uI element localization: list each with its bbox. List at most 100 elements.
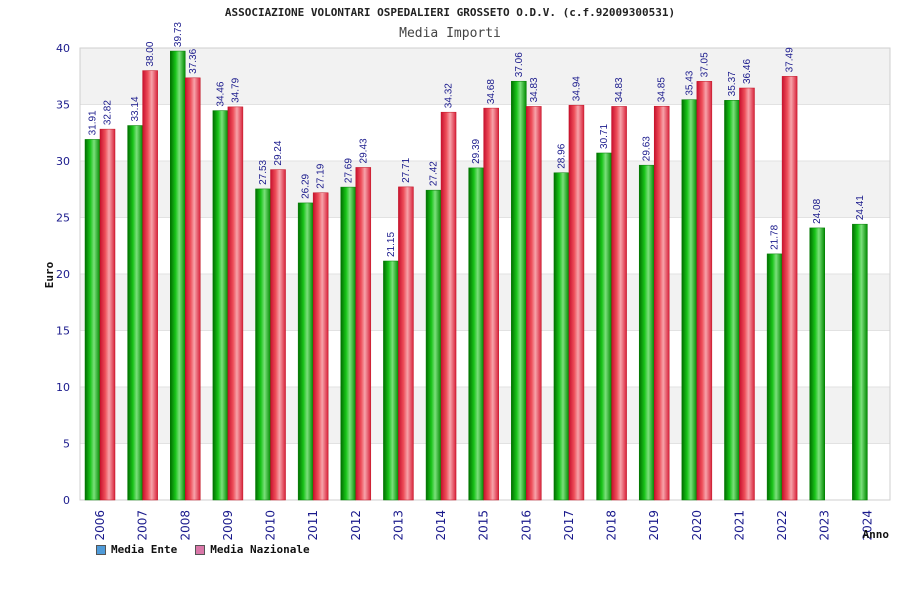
y-tick-label: 35	[56, 99, 70, 112]
x-tick-label: 2012	[349, 510, 363, 541]
x-tick-label: 2019	[647, 510, 661, 541]
data-label: 30.71	[599, 124, 610, 149]
bar-media-ente	[638, 164, 655, 501]
x-tick-label: 2015	[477, 510, 491, 541]
data-label: 27.42	[429, 161, 440, 186]
y-axis: 0 5 10 15 20 25 30 35 40	[56, 42, 70, 507]
bar-media-ente	[809, 227, 825, 501]
y-tick-label: 20	[56, 268, 70, 281]
grid-band	[80, 48, 890, 105]
legend: Media Ente Media Nazionale	[96, 543, 310, 556]
data-label: 24.08	[812, 198, 823, 223]
data-label: 24.41	[855, 195, 866, 220]
data-label: 39.73	[173, 22, 184, 47]
bar-media-ente	[852, 223, 868, 501]
data-label: 37.49	[785, 47, 796, 72]
data-label: 29.39	[471, 138, 482, 163]
legend-item-media-ente: Media Ente	[96, 543, 177, 556]
chart-subtitle: Media Importi	[399, 26, 501, 41]
bars: 31.91 33.14 39.73 34.46 27.53 26.29 27.69 21.15…	[84, 22, 868, 501]
x-tick-label: 2023	[818, 510, 832, 541]
legend-swatch-media-nazionale	[195, 544, 206, 555]
bar-media-ente	[468, 167, 484, 501]
x-axis-label: Anno	[863, 528, 890, 541]
data-label: 29.24	[273, 140, 284, 165]
data-label: 34.83	[529, 77, 540, 102]
y-tick-label: 5	[63, 438, 70, 451]
legend-label-media-nazionale: Media Nazionale	[210, 543, 310, 556]
x-tick-label: 2006	[93, 510, 107, 541]
bar-media-nazionale	[398, 186, 414, 501]
y-tick-label: 0	[63, 494, 70, 507]
data-label: 37.36	[188, 48, 199, 73]
bar-media-nazionale	[568, 104, 585, 501]
x-tick-label: 2011	[306, 510, 320, 541]
data-label: 36.46	[742, 59, 753, 84]
data-label: 34.94	[571, 76, 582, 101]
x-tick-label: 2014	[434, 510, 448, 541]
data-label: 35.37	[727, 71, 738, 96]
data-label: 29.43	[358, 138, 369, 163]
x-tick-label: 2021	[732, 510, 746, 541]
x-tick-label: 2016	[519, 510, 533, 541]
legend-label-media-ente: Media Ente	[111, 543, 178, 556]
data-label: 27.19	[316, 163, 327, 188]
bar-media-nazionale	[696, 81, 713, 501]
bar-media-ente	[724, 100, 740, 501]
bar-media-nazionale	[653, 105, 670, 501]
legend-item-media-nazionale: Media Nazionale	[195, 543, 310, 556]
x-tick-label: 2009	[221, 510, 235, 541]
x-tick-label: 2010	[264, 510, 278, 541]
data-label: 21.15	[386, 232, 397, 257]
x-tick-label: 2017	[562, 510, 576, 541]
x-tick-label: 2008	[178, 510, 192, 541]
y-tick-label: 25	[56, 212, 70, 225]
bar-media-nazionale	[440, 111, 457, 501]
bar-media-ente	[84, 139, 101, 501]
x-tick-label: 2020	[690, 510, 704, 541]
legend-swatch-media-ente	[96, 544, 106, 555]
x-tick-label: 2013	[391, 510, 405, 541]
bar-media-nazionale	[526, 106, 542, 501]
bar-media-nazionale	[611, 106, 627, 501]
bar-media-ente	[212, 110, 229, 501]
bar-media-ente	[340, 186, 357, 501]
x-axis: 2006 2007 2008 2009 2010 2011 2012 2013 2014 2015…	[93, 510, 874, 541]
bar-media-ente	[596, 152, 612, 501]
bar-media-nazionale	[312, 192, 329, 501]
data-label: 34.79	[230, 77, 241, 102]
bar-media-ente	[383, 260, 399, 501]
bar-media-nazionale	[185, 77, 201, 501]
bar-media-ente	[425, 189, 442, 501]
y-tick-label: 40	[56, 42, 70, 55]
data-label: 37.05	[699, 52, 710, 77]
bar-media-nazionale	[355, 167, 372, 501]
data-label: 32.82	[103, 100, 114, 125]
data-label: 34.46	[215, 81, 226, 106]
bar-media-ente	[766, 253, 783, 501]
x-tick-label: 2018	[605, 510, 619, 541]
data-label: 28.96	[556, 143, 567, 168]
chart-title: ASSOCIAZIONE VOLONTARI OSPEDALIERI GROSS…	[225, 6, 675, 19]
data-label: 31.91	[88, 110, 99, 135]
y-tick-label: 10	[56, 381, 70, 394]
bar-media-nazionale	[781, 76, 798, 501]
bar-media-ente	[681, 99, 698, 501]
data-label: 38.00	[145, 41, 156, 66]
data-label: 35.43	[684, 70, 695, 95]
bar-media-ente	[511, 80, 527, 501]
bar-media-nazionale	[99, 128, 116, 501]
bar-media-ente	[255, 188, 271, 501]
bar-media-ente	[127, 125, 143, 501]
bar-media-nazionale	[483, 107, 499, 501]
bar-media-nazionale	[270, 169, 286, 501]
bar-media-nazionale	[739, 87, 755, 501]
data-label: 26.29	[301, 173, 312, 198]
y-tick-label: 30	[56, 155, 70, 168]
data-label: 34.32	[444, 83, 455, 108]
y-tick-label: 15	[56, 325, 70, 338]
data-label: 21.78	[770, 224, 781, 249]
bar-media-ente	[170, 50, 186, 501]
data-label: 27.69	[343, 158, 354, 183]
